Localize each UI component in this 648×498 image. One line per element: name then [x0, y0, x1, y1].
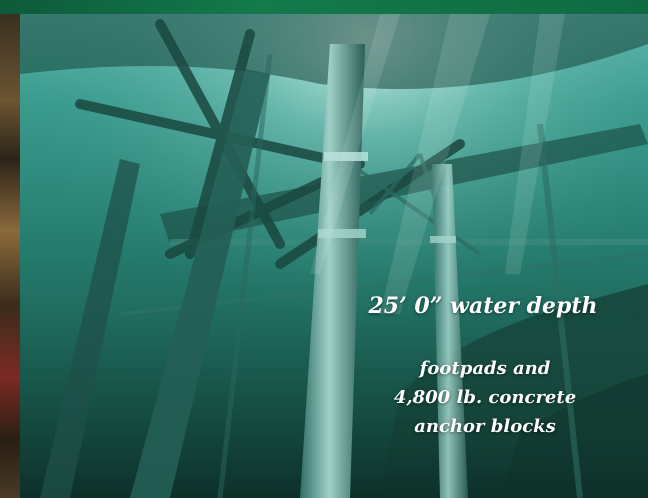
underwater-structure-photo — [20, 14, 648, 498]
adjacent-photo-edge — [0, 14, 20, 498]
anchor-caption-line-3: anchor blocks — [414, 416, 556, 437]
anchor-caption-line-1: footpads and — [419, 358, 551, 379]
header-band — [0, 0, 648, 14]
anchor-caption-line-2: 4,800 lb. concrete — [393, 387, 577, 408]
anchor-blocks-caption: footpads and 4,800 lb. concrete anchor b… — [370, 354, 600, 441]
water-depth-caption: 25’ 0” water depth — [368, 293, 598, 319]
